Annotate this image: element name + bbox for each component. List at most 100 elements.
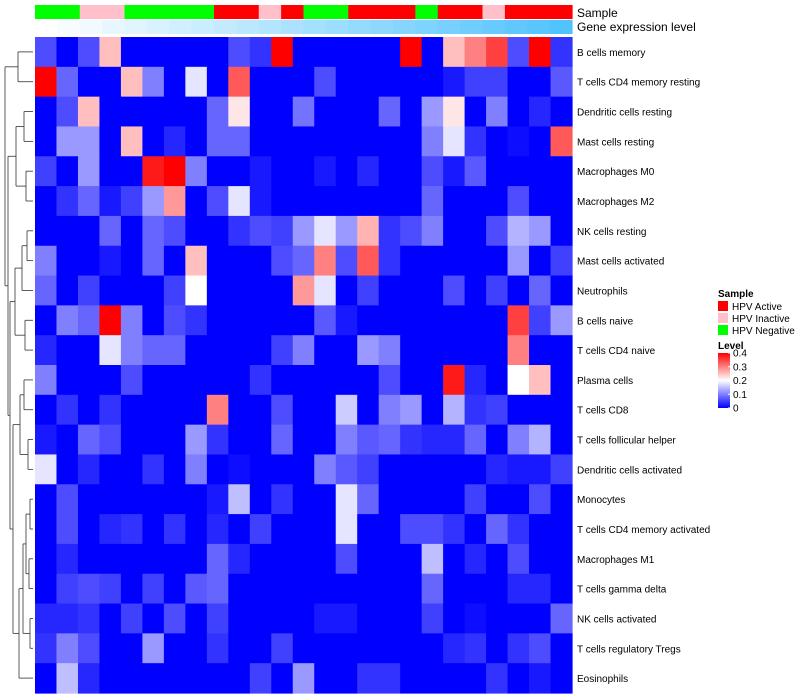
heatmap-cell [120, 66, 143, 98]
heatmap-cell [163, 365, 186, 396]
heatmap-cell [421, 305, 444, 336]
heatmap-cell [77, 424, 101, 456]
heatmap-cell [185, 335, 208, 366]
heatmap-cell [249, 603, 272, 634]
heatmap-cell [507, 394, 530, 426]
heatmap-cell [249, 543, 272, 575]
heatmap-cell [56, 365, 79, 396]
heatmap-cell [56, 573, 79, 605]
heatmap-cell [507, 275, 530, 306]
heatmap-cell [185, 663, 208, 694]
expression-annotation-cell [549, 20, 573, 34]
heatmap-cell [185, 96, 208, 128]
heatmap-cell [421, 156, 444, 187]
heatmap-cell [400, 365, 423, 396]
heatmap-cell [56, 37, 79, 68]
heatmap-cell [120, 454, 143, 485]
heatmap-cell [443, 365, 466, 396]
heatmap-cell [443, 633, 466, 664]
heatmap-cell [507, 663, 530, 694]
heatmap-cell [56, 663, 79, 694]
row-label: Dendritic cells activated [577, 465, 682, 476]
heatmap-cell [292, 66, 315, 98]
heatmap-cell [228, 454, 251, 485]
heatmap-cell [335, 394, 358, 426]
heatmap-cell [550, 126, 573, 157]
heatmap-cell [357, 156, 380, 187]
heatmap-cell [99, 633, 122, 664]
heatmap-cell [228, 275, 251, 306]
heatmap-cell [464, 305, 487, 336]
heatmap-cell [421, 424, 444, 456]
heatmap-cell [120, 335, 143, 366]
heatmap-cell [99, 454, 122, 485]
heatmap-cell [335, 484, 358, 515]
heatmap-cell [271, 603, 294, 634]
heatmap-cell [77, 335, 101, 366]
heatmap-cell [378, 633, 401, 664]
heatmap-cell [507, 424, 530, 456]
heatmap-cell [529, 603, 552, 634]
heatmap-cell [421, 335, 444, 366]
level-legend: Level 0.4 0.3 0.2 0.1 0 [718, 341, 747, 415]
heatmap-cell [271, 633, 294, 664]
heatmap-cell [249, 96, 272, 128]
heatmap-cell [421, 633, 444, 664]
heatmap-cell [507, 215, 530, 247]
row-label: T cells gamma delta [577, 585, 667, 596]
heatmap-cell [77, 275, 101, 306]
heatmap-cell [142, 424, 165, 456]
heatmap-cell [529, 424, 552, 456]
heatmap-cell [271, 305, 294, 336]
heatmap-cell [77, 215, 101, 247]
heatmap-cell [142, 186, 165, 217]
heatmap-cell [120, 305, 143, 336]
heatmap-cell [142, 663, 165, 694]
heatmap-cell [335, 454, 358, 485]
heatmap-cell [206, 663, 229, 694]
row-label: T cells CD4 memory activated [577, 525, 710, 536]
sample-annotation-cell [303, 5, 327, 19]
heatmap-cell [335, 245, 358, 277]
heatmap-cell [99, 37, 122, 68]
heatmap-cell [206, 454, 229, 485]
heatmap-cell [35, 66, 58, 98]
heatmap-cell [99, 305, 122, 336]
heatmap-cell [464, 603, 487, 634]
heatmap-cell [378, 484, 401, 515]
heatmap-cell [271, 335, 294, 366]
heatmap-cell [56, 126, 79, 157]
heatmap-cell [77, 394, 101, 426]
heatmap-cell [486, 305, 509, 336]
heatmap-cell [464, 186, 487, 217]
heatmap-cell [335, 305, 358, 336]
heatmap-cell [421, 365, 444, 396]
heatmap-cell [228, 245, 251, 277]
heatmap-cell [443, 215, 466, 247]
heatmap-cell [400, 424, 423, 456]
expression-annotation-cell [348, 20, 372, 34]
heatmap-cell [292, 126, 315, 157]
sample-annotation-cell [124, 5, 148, 19]
sample-legend-label: HPV Active [732, 302, 782, 313]
expression-annotation-cell [415, 20, 439, 34]
heatmap-cell [142, 514, 165, 545]
heatmap-cell [357, 424, 380, 456]
heatmap-cell [99, 543, 122, 575]
heatmap-cell [314, 484, 337, 515]
heatmap-cell [357, 96, 380, 128]
heatmap-cell [400, 156, 423, 187]
expression-annotation-cell [169, 20, 193, 34]
heatmap-cell [292, 335, 315, 366]
heatmap-cell [163, 514, 186, 545]
heatmap-cell [56, 215, 79, 247]
heatmap-cell [400, 633, 423, 664]
sample-annotation-cell [549, 5, 573, 19]
heatmap-cell [443, 275, 466, 306]
heatmap-cell [142, 215, 165, 247]
heatmap-cell [292, 215, 315, 247]
heatmap-cell [314, 156, 337, 187]
heatmap-cell [529, 573, 552, 605]
heatmap-cell [357, 514, 380, 545]
